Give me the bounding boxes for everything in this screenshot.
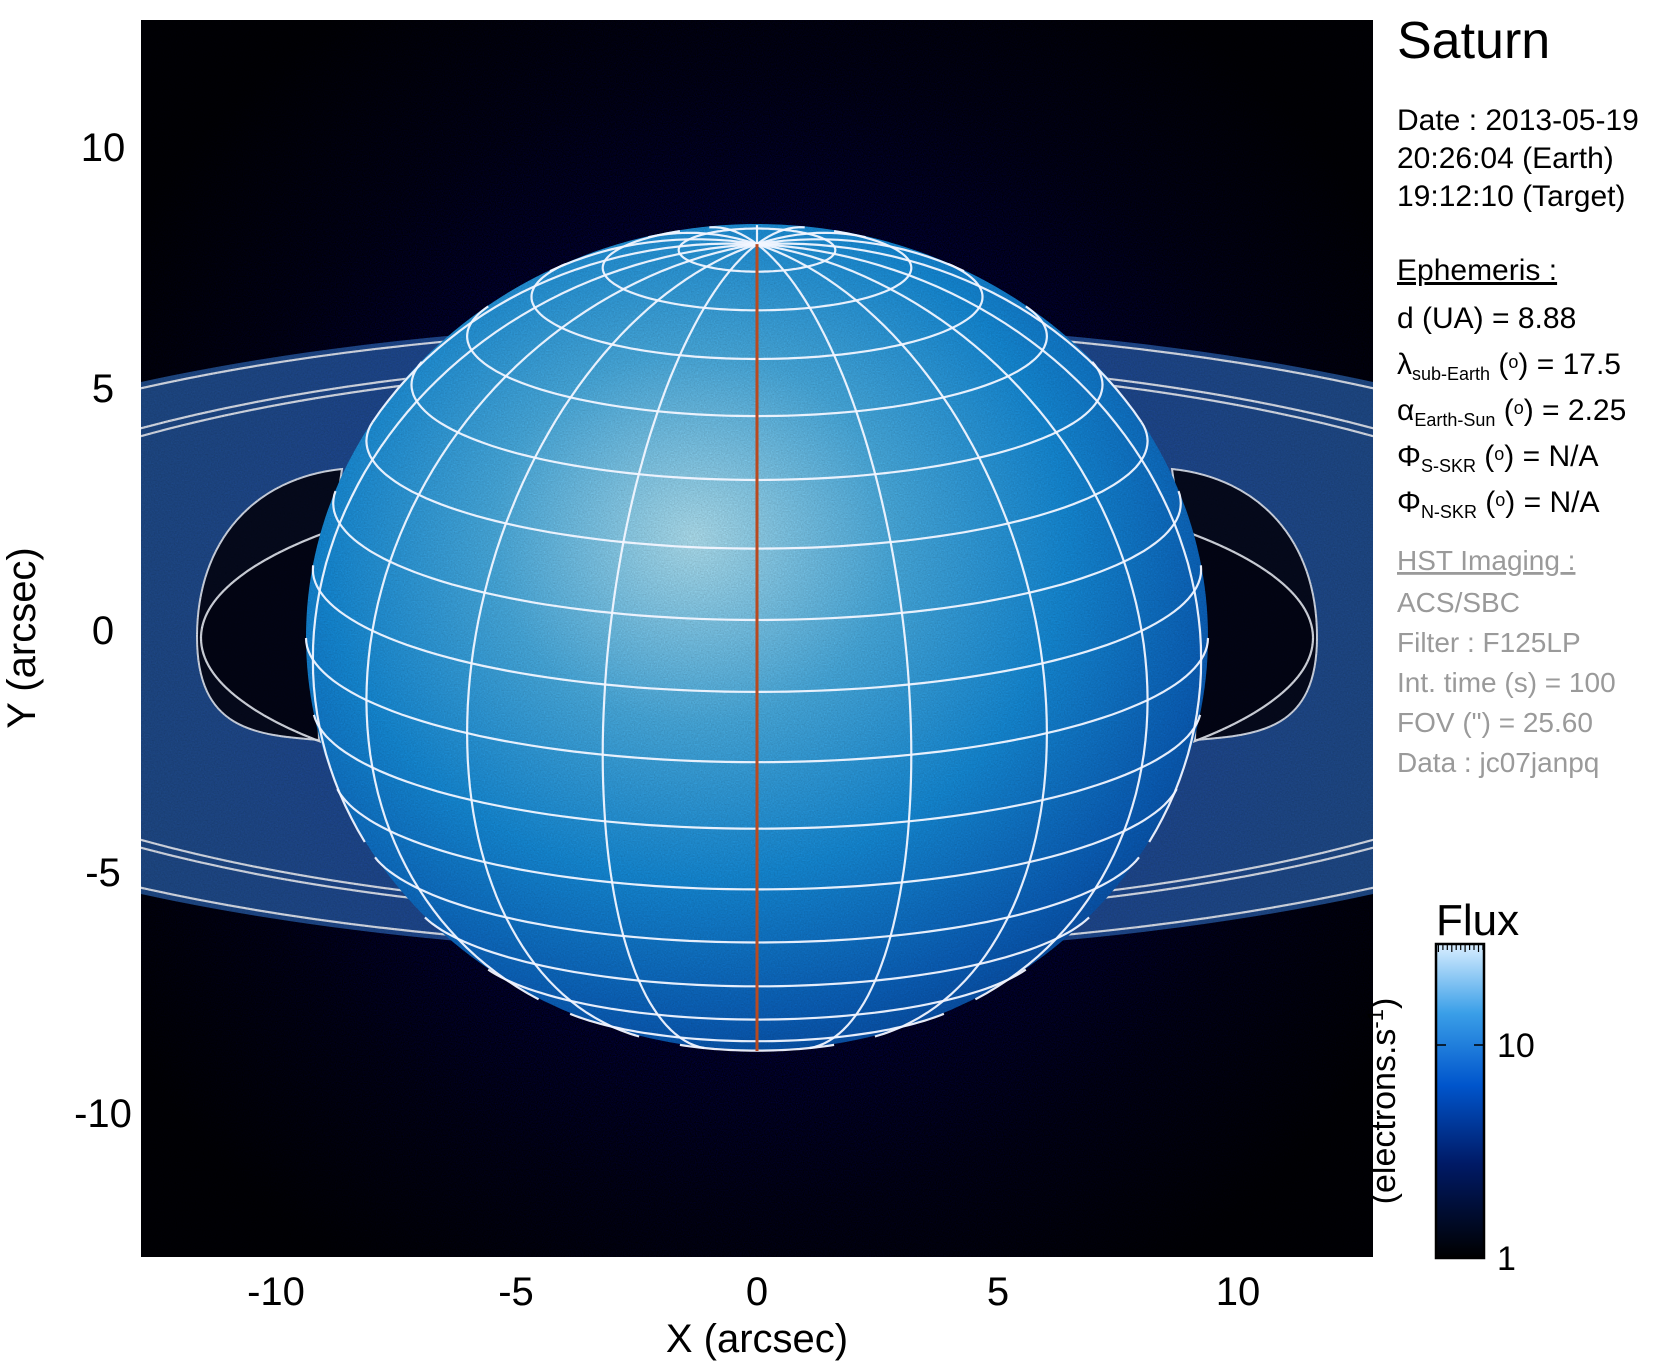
svg-text:Int. time (s) = 100: Int. time (s) = 100 [1397, 667, 1616, 698]
svg-text:FOV (") = 25.60: FOV (") = 25.60 [1397, 707, 1593, 738]
svg-text:λsub-Earth (o) = 17.5: λsub-Earth (o) = 17.5 [1397, 348, 1621, 384]
svg-text:Saturn: Saturn [1397, 12, 1550, 70]
svg-text:Date : 2013-05-19: Date : 2013-05-19 [1397, 104, 1639, 137]
svg-text:ACS/SBC: ACS/SBC [1397, 587, 1520, 618]
svg-text:ΦS-SKR (o) = N/A: ΦS-SKR (o) = N/A [1397, 440, 1599, 476]
svg-text:Ephemeris :: Ephemeris : [1397, 254, 1557, 287]
svg-text:ΦN-SKR (o) = N/A: ΦN-SKR (o) = N/A [1397, 486, 1600, 522]
svg-text:-10: -10 [74, 1092, 132, 1136]
svg-text:(electrons.s-1): (electrons.s-1) [1363, 998, 1403, 1205]
svg-text:-5: -5 [85, 851, 121, 895]
svg-text:-5: -5 [498, 1270, 534, 1314]
svg-text:-10: -10 [247, 1270, 305, 1314]
svg-text:10: 10 [1216, 1270, 1261, 1314]
svg-text:αEarth-Sun (o) = 2.25: αEarth-Sun (o) = 2.25 [1397, 394, 1626, 430]
svg-text:10: 10 [1497, 1027, 1535, 1065]
svg-text:Y (arcsec): Y (arcsec) [0, 547, 44, 729]
svg-text:1: 1 [1497, 1240, 1516, 1278]
svg-text:20:26:04 (Earth): 20:26:04 (Earth) [1397, 142, 1614, 175]
svg-text:5: 5 [92, 367, 114, 411]
svg-text:Data : jc07janpq: Data : jc07janpq [1397, 747, 1599, 778]
svg-text:HST Imaging :: HST Imaging : [1397, 545, 1575, 576]
svg-text:X (arcsec): X (arcsec) [666, 1317, 848, 1361]
svg-text:d (UA) = 8.88: d (UA) = 8.88 [1397, 302, 1576, 335]
svg-text:19:12:10 (Target): 19:12:10 (Target) [1397, 180, 1625, 213]
svg-text:Filter : F125LP: Filter : F125LP [1397, 627, 1581, 658]
svg-text:5: 5 [987, 1270, 1009, 1314]
svg-text:Flux: Flux [1436, 896, 1519, 945]
svg-text:0: 0 [92, 609, 114, 653]
svg-text:0: 0 [746, 1270, 768, 1314]
svg-text:10: 10 [81, 126, 126, 170]
